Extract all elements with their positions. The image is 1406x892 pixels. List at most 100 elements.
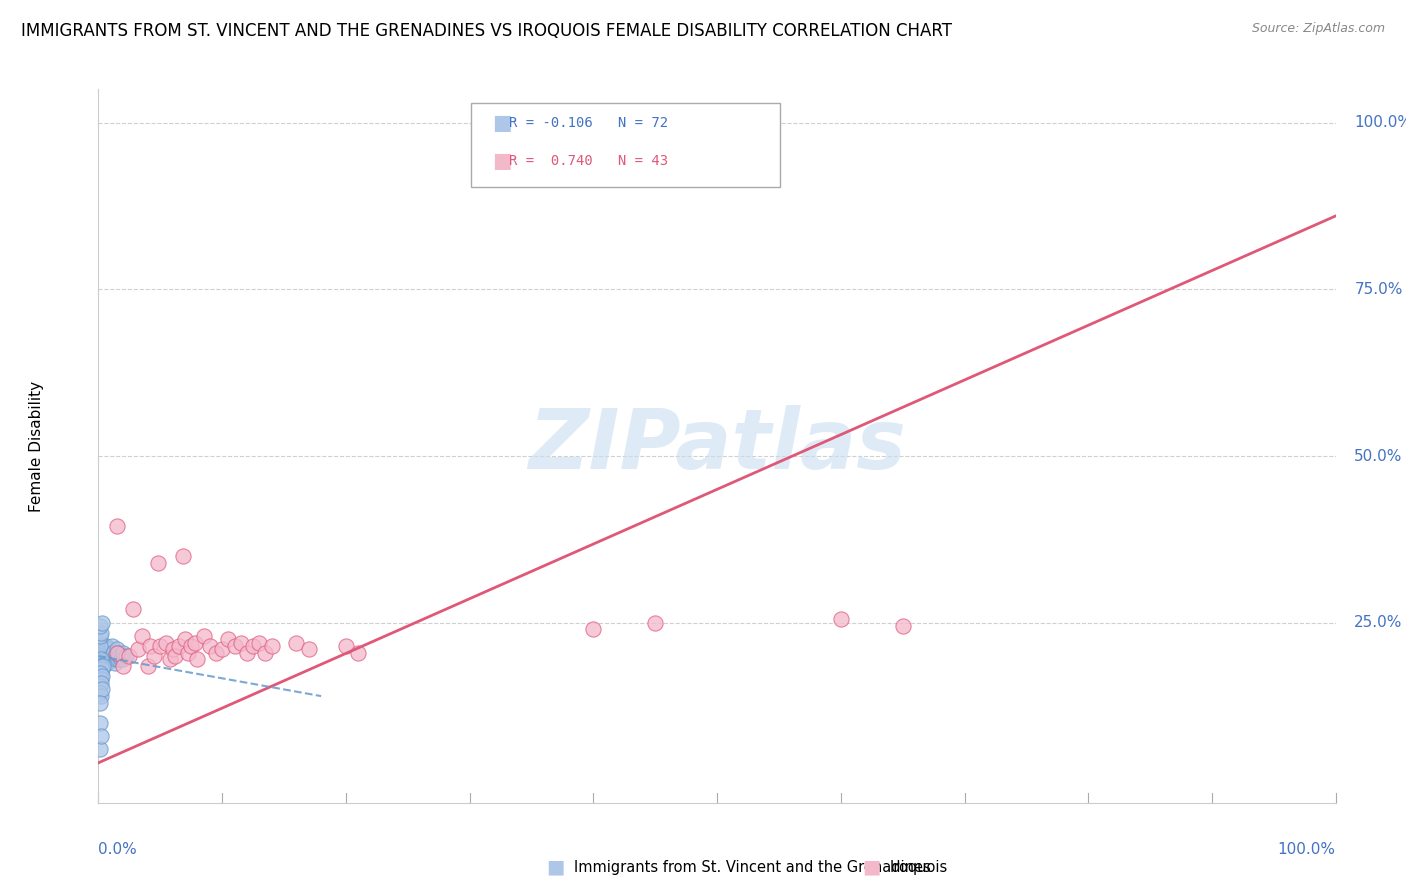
Point [103,649,125,664]
Point [91,662,114,676]
Text: 100.0%: 100.0% [1278,842,1336,857]
Point [104,652,127,666]
Point [90,729,112,743]
Point [94,652,117,666]
Point [229,636,252,650]
Text: IMMIGRANTS FROM ST. VINCENT AND THE GRENADINES VS IROQUOIS FEMALE DISABILITY COR: IMMIGRANTS FROM ST. VINCENT AND THE GREN… [21,22,952,40]
Point [143,649,166,664]
Point [247,636,270,650]
Point [90,659,112,673]
Point [100,646,122,660]
Point [90,652,112,666]
Point [254,646,277,660]
Point [186,652,208,666]
Point [285,636,308,650]
Point [89,715,111,730]
Point [105,649,128,664]
Point [174,632,197,647]
Point [236,646,259,660]
Point [93,656,115,670]
Point [90,649,112,664]
Text: R = -0.106   N = 72: R = -0.106 N = 72 [509,116,668,130]
Point [91,656,114,670]
Point [89,679,111,693]
Point [89,639,111,653]
Point [105,519,128,533]
Point [180,639,202,653]
Point [93,646,115,660]
Point [90,639,112,653]
Point [93,642,115,657]
Text: Immigrants from St. Vincent and the Grenadines: Immigrants from St. Vincent and the Gren… [574,860,931,874]
Point [146,556,169,570]
Point [91,642,114,657]
Point [644,615,666,630]
Point [89,642,111,657]
Text: 75.0%: 75.0% [1354,282,1403,297]
Point [205,646,228,660]
Point [347,646,370,660]
Text: Source: ZipAtlas.com: Source: ZipAtlas.com [1251,22,1385,36]
Point [94,646,117,660]
Point [90,625,112,640]
Point [89,659,111,673]
Point [172,549,194,563]
Point [89,665,111,680]
Point [90,673,112,687]
Point [93,652,115,666]
Point [93,659,115,673]
Text: ■: ■ [492,151,512,170]
Point [198,639,221,653]
Point [101,639,124,653]
Point [91,669,114,683]
Point [98,642,121,657]
Point [242,639,264,653]
Point [93,639,115,653]
Point [159,652,181,666]
Point [211,642,233,657]
Point [891,619,914,633]
Point [89,742,111,756]
Point [217,632,239,647]
Text: 100.0%: 100.0% [1354,115,1406,130]
Point [89,686,111,700]
Point [176,646,198,660]
Point [96,656,118,670]
Text: Iroquois: Iroquois [890,860,948,874]
Point [111,649,134,664]
Point [91,615,114,630]
Point [131,629,153,643]
Point [260,639,283,653]
Text: ■: ■ [546,857,565,877]
Text: 50.0%: 50.0% [1354,449,1403,464]
Point [127,642,149,657]
Text: Female Disability: Female Disability [30,380,44,512]
Point [91,682,114,697]
Text: ■: ■ [492,113,512,133]
Point [94,639,117,653]
Text: ■: ■ [862,857,882,877]
Point [184,636,207,650]
Point [90,675,112,690]
Point [136,659,159,673]
Point [101,649,124,664]
Point [100,652,122,666]
Point [96,642,118,657]
Point [224,639,246,653]
Point [107,646,129,660]
Point [105,646,128,660]
Point [107,652,129,666]
Point [103,656,125,670]
Point [139,639,162,653]
Point [91,646,114,660]
Point [298,642,321,657]
Point [89,652,111,666]
Point [93,649,115,664]
Text: ZIPatlas: ZIPatlas [529,406,905,486]
Point [112,652,135,666]
Point [582,623,605,637]
Point [97,646,120,660]
Point [90,652,112,666]
Point [105,642,128,657]
Point [335,639,357,653]
